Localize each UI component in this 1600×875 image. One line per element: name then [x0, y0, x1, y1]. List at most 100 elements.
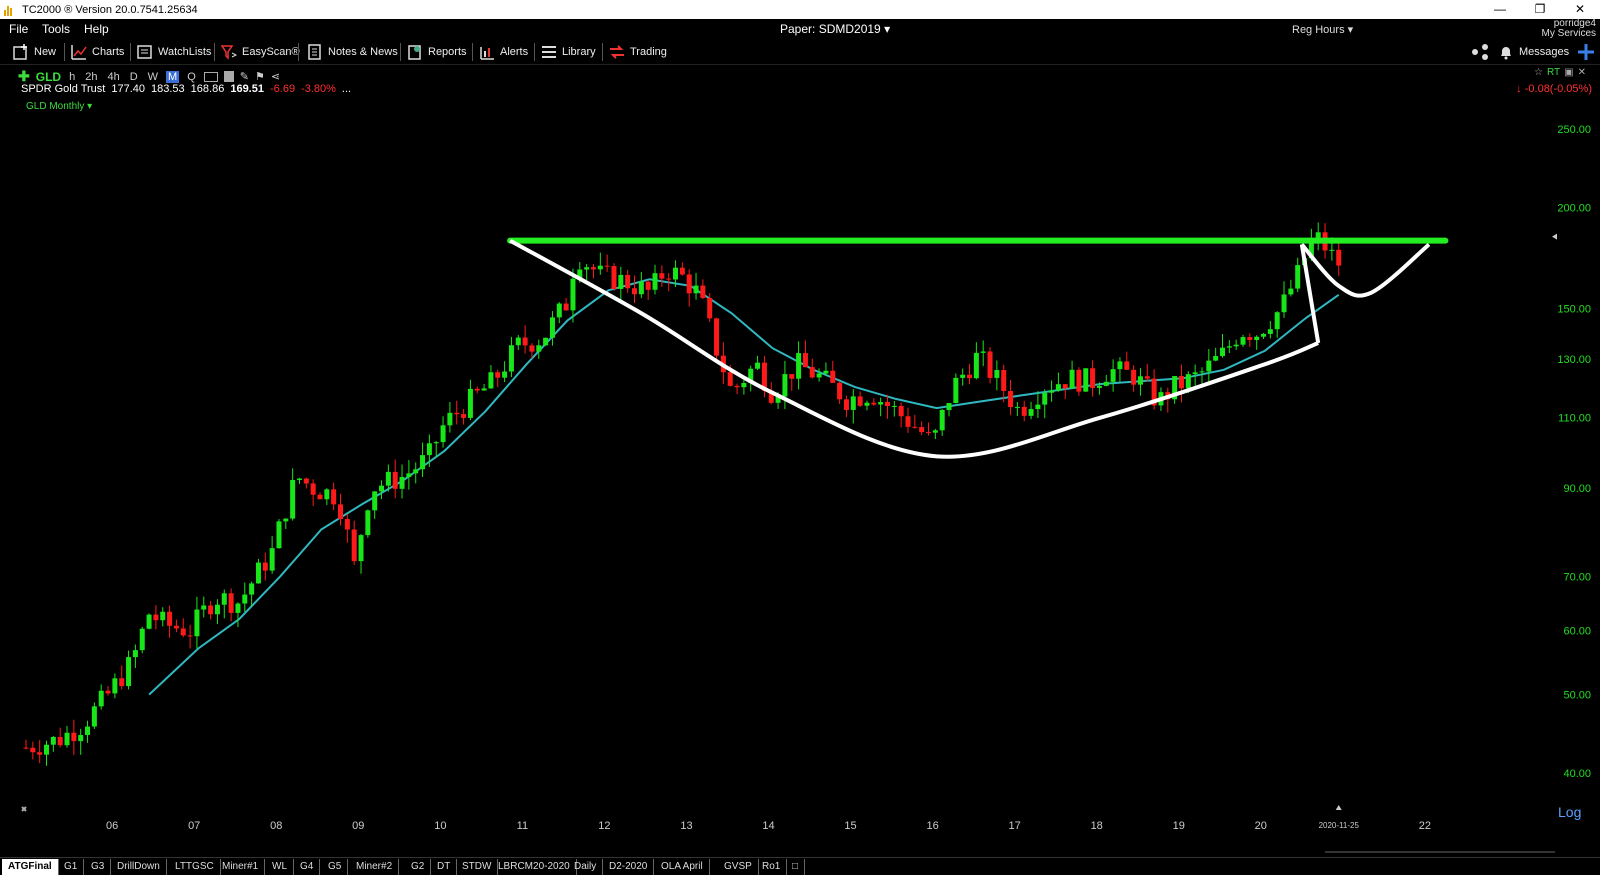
trading-button[interactable]: Trading: [608, 41, 667, 63]
x-tick-label: 17: [1009, 820, 1021, 832]
easyscan-button[interactable]: EasyScan®: [220, 41, 300, 63]
easyscan-icon: [220, 43, 238, 61]
chart-settings-icon[interactable]: [21, 806, 27, 812]
candle-up: [953, 377, 959, 404]
close-chart-icon[interactable]: ✕: [1577, 67, 1586, 78]
candle-down: [187, 635, 193, 637]
tab-ola-april[interactable]: OLA April: [655, 859, 710, 875]
menu-tools[interactable]: Tools: [42, 22, 71, 36]
tab-lttgsc[interactable]: LTTGSC: [169, 859, 221, 875]
candle-down: [173, 625, 179, 629]
menu-help[interactable]: Help: [84, 22, 109, 36]
last-price: 169.51: [230, 83, 264, 95]
menu-file[interactable]: File: [9, 22, 29, 36]
tab-dt[interactable]: DT: [431, 859, 458, 875]
notes-news-button[interactable]: Notes & News: [306, 41, 398, 63]
x-tick-label: 14: [762, 820, 774, 832]
watchlists-button[interactable]: WatchLists: [136, 41, 211, 63]
candle-up: [597, 265, 603, 270]
candle-down: [871, 402, 877, 405]
moving-average-layer: [148, 278, 1340, 696]
timeframe-h[interactable]: h: [69, 70, 76, 83]
timeframe-q[interactable]: Q: [187, 70, 196, 83]
move-icon[interactable]: [1577, 41, 1595, 63]
reports-button[interactable]: Reports: [406, 41, 467, 63]
tab-g4[interactable]: G4: [294, 859, 321, 875]
realtime-icon[interactable]: RT: [1547, 67, 1561, 78]
x-tick-label: 12: [598, 820, 610, 832]
timeframe-d[interactable]: D: [129, 70, 138, 83]
tab-g1[interactable]: G1: [58, 859, 85, 875]
my-services-link[interactable]: My Services: [1541, 28, 1596, 39]
tab-g3[interactable]: G3: [85, 859, 112, 875]
log-scale-toggle[interactable]: Log: [1558, 804, 1581, 820]
tab-daily[interactable]: Daily: [568, 859, 604, 875]
alerts-button[interactable]: Alerts: [478, 41, 528, 63]
tab-drilldown[interactable]: DrillDown: [111, 859, 167, 875]
save-icon[interactable]: ▣: [1564, 67, 1574, 78]
tab-atgfinal[interactable]: ATGFinal: [2, 859, 59, 875]
tab-gvsp[interactable]: GVSP: [718, 859, 759, 875]
candle-up: [358, 535, 364, 562]
tab-g2[interactable]: G2: [405, 859, 432, 875]
tab-stdw[interactable]: STDW: [456, 859, 499, 875]
new-tab-icon[interactable]: □: [786, 859, 806, 875]
candle-up: [91, 706, 97, 727]
charts-button[interactable]: Charts: [70, 41, 124, 63]
timeframe-2h[interactable]: 2h: [85, 70, 98, 83]
candle-down: [1124, 361, 1130, 370]
price-chart[interactable]: 250.00 200.00 150.00 130.00 110.00 90.00 70.00…: [0, 66, 1600, 856]
candle-up: [447, 412, 453, 426]
candle-down: [180, 628, 186, 636]
candle-up: [850, 396, 856, 410]
candle-up: [618, 274, 624, 289]
user-menu[interactable]: porridge4 My Services: [1542, 19, 1596, 39]
timeframe-4h[interactable]: 4h: [107, 70, 120, 83]
tab-g5[interactable]: G5: [322, 859, 349, 875]
share-icon[interactable]: [1471, 41, 1489, 63]
library-button[interactable]: Library: [540, 41, 596, 63]
candle-down: [1090, 368, 1096, 388]
candle-up: [980, 351, 986, 353]
tab-ro1[interactable]: Ro1: [756, 859, 788, 875]
candle-up: [946, 403, 952, 410]
chevron-down-icon: ▾: [87, 101, 93, 112]
symbol-field[interactable]: GLD: [35, 69, 62, 84]
candle-up: [324, 489, 330, 500]
candle-down: [809, 367, 815, 378]
chart-header: ✚ GLD h 2h 4h D W M Q ✎ ⚑ ⋖ SPDR Gold Tr…: [0, 66, 1600, 112]
timeframe-m[interactable]: M: [166, 70, 180, 83]
y-tick-label: 200.00: [1557, 202, 1591, 214]
star-icon[interactable]: ☆: [1534, 67, 1543, 78]
layout-icon[interactable]: [203, 71, 218, 82]
app-logo-icon: [4, 4, 18, 16]
more-icon[interactable]: ...: [341, 83, 352, 95]
chart-subtitle[interactable]: GLD Monthly ▾: [26, 101, 92, 112]
close-icon[interactable]: ✕: [1574, 2, 1586, 16]
messages-button[interactable]: Messages: [1497, 41, 1569, 63]
candle-up: [556, 303, 562, 318]
add-symbol-icon[interactable]: ✚: [18, 68, 30, 84]
candle-down: [1144, 376, 1150, 379]
tab-wl[interactable]: WL: [266, 859, 294, 875]
new-button[interactable]: New: [12, 41, 56, 63]
tab-miner-1[interactable]: Miner#1: [216, 859, 266, 875]
candle-up: [693, 285, 699, 294]
y-tick-label: 90.00: [1563, 483, 1591, 495]
restore-icon[interactable]: ❐: [1534, 2, 1546, 16]
minimize-icon[interactable]: —: [1494, 2, 1506, 16]
candle-down: [604, 265, 610, 267]
calculator-icon[interactable]: [223, 71, 234, 82]
timeframe-w[interactable]: W: [147, 70, 159, 83]
draw-pencil-icon[interactable]: ✎: [239, 71, 249, 83]
tab-lbrcm20-2020[interactable]: LBRCM20-2020: [492, 859, 577, 875]
share-icon[interactable]: ⋖: [270, 71, 281, 83]
open-value: 177.40: [111, 83, 146, 95]
session-select[interactable]: Reg Hours ▾: [1292, 23, 1353, 36]
tab-miner-2[interactable]: Miner#2: [350, 859, 400, 875]
candle-up: [78, 735, 84, 742]
tab-d2-2020[interactable]: D2-2020: [603, 859, 655, 875]
tools-icon[interactable]: ⚑: [255, 71, 265, 83]
paper-account-select[interactable]: Paper: SDMD2019 ▾: [780, 22, 890, 36]
candle-up: [1192, 372, 1198, 375]
